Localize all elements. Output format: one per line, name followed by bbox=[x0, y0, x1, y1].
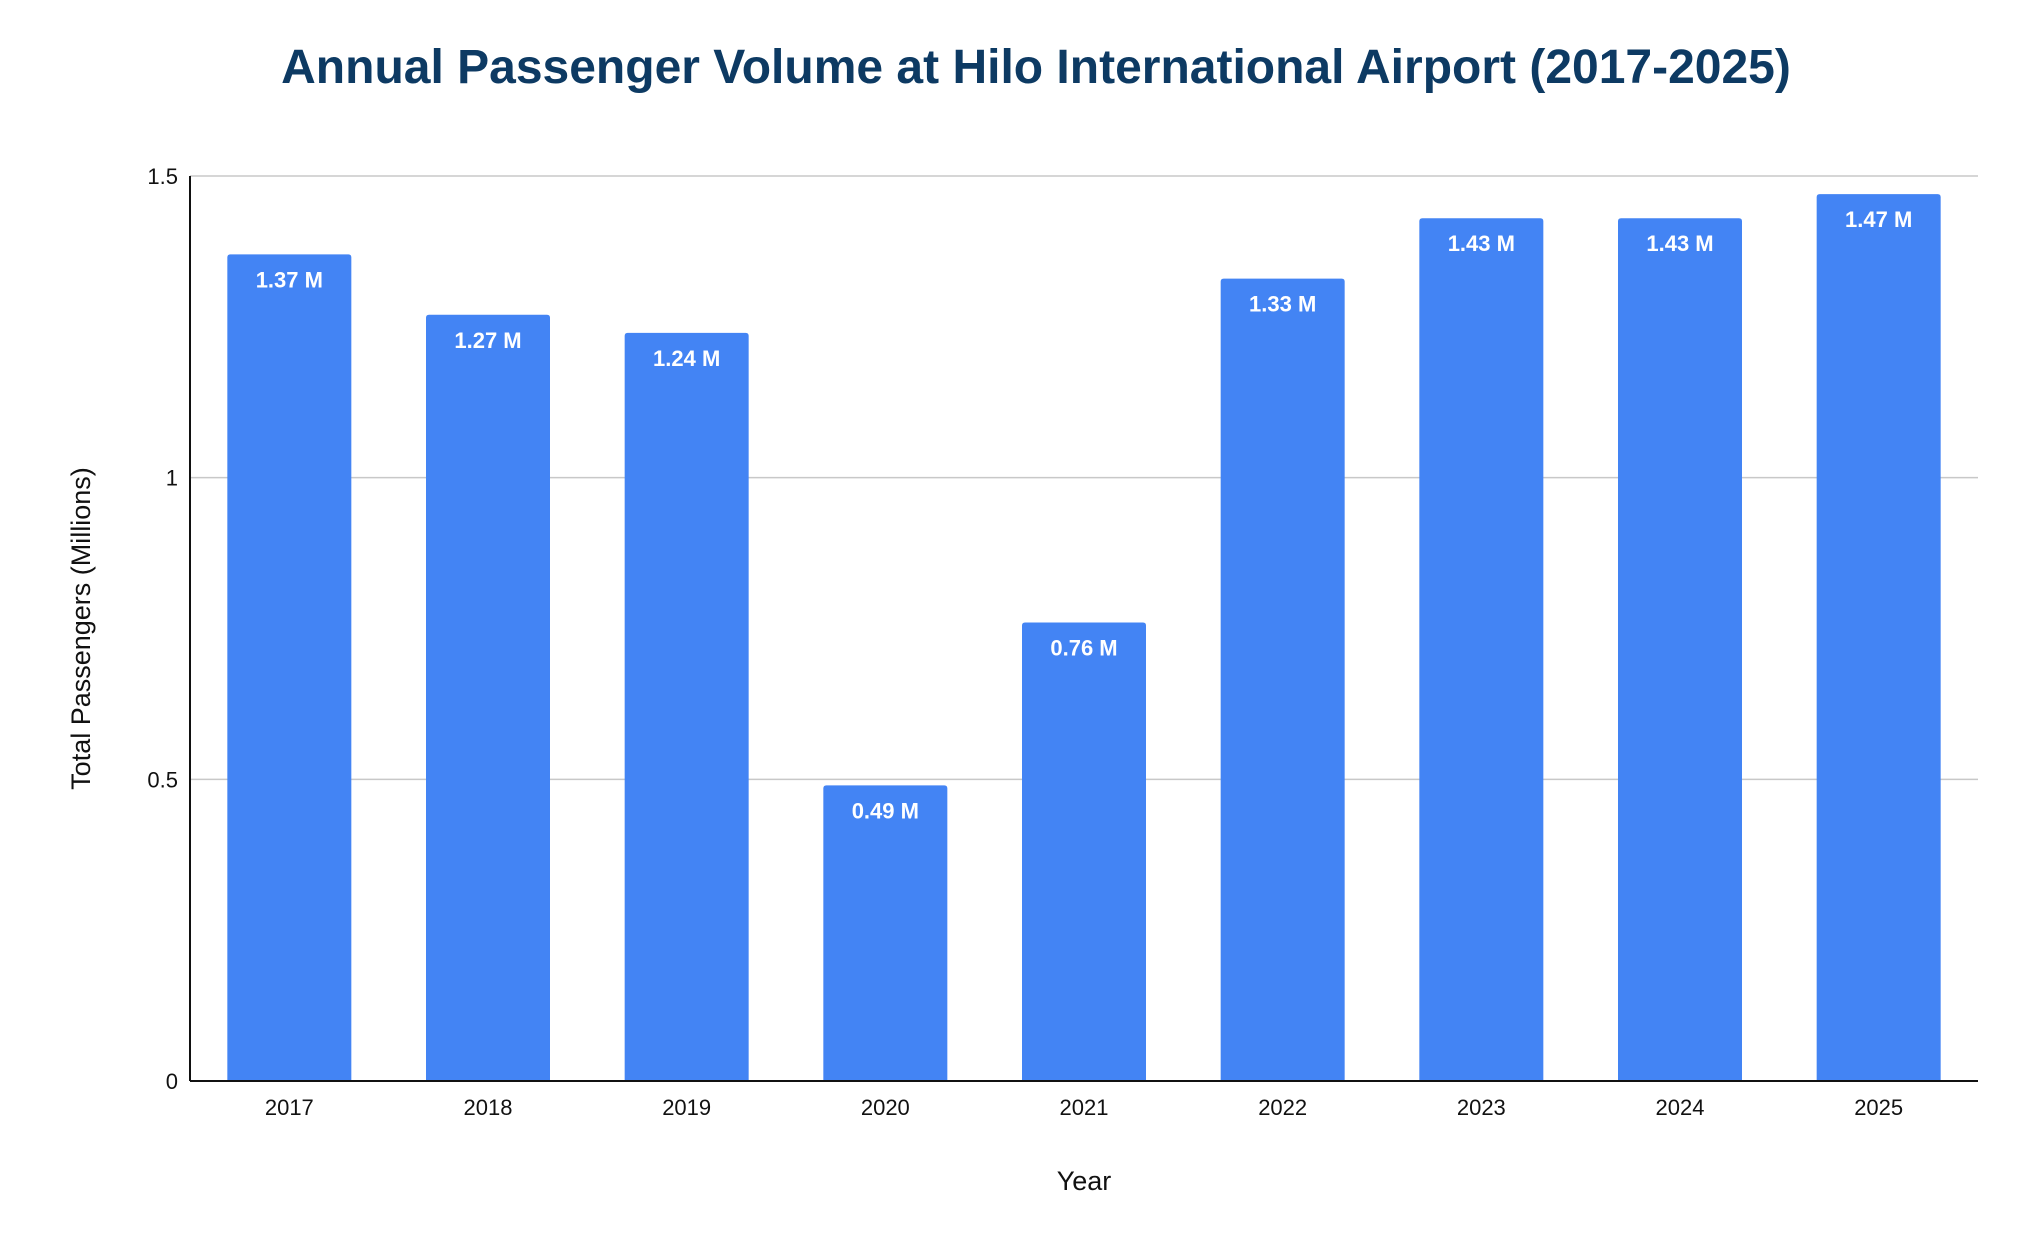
x-tick-label: 2024 bbox=[1656, 1095, 1705, 1120]
tick-labels: 0 0.5 1 1.5 2017 2018 2019 2020 2021 2022 2023 2024… bbox=[147, 164, 1903, 1120]
x-tick-label: 2022 bbox=[1258, 1095, 1307, 1120]
bar-2023 bbox=[1419, 218, 1544, 1081]
chart-title: Annual Passenger Volume at Hilo Internat… bbox=[281, 41, 1791, 94]
y-tick-label: 0.5 bbox=[147, 767, 178, 792]
bar-2025 bbox=[1816, 194, 1941, 1082]
x-tick-label: 2023 bbox=[1457, 1095, 1506, 1120]
bar-2021 bbox=[1022, 622, 1146, 1081]
data-label: 1.37 M bbox=[256, 267, 323, 292]
data-label: 1.27 M bbox=[454, 328, 521, 353]
bar-2018 bbox=[426, 314, 550, 1081]
x-tick-label: 2019 bbox=[662, 1095, 711, 1120]
data-label: 0.76 M bbox=[1050, 635, 1117, 660]
bar-2017 bbox=[227, 254, 352, 1081]
data-label: 1.43 M bbox=[1646, 231, 1713, 256]
y-tick-label: 0 bbox=[166, 1069, 178, 1094]
data-label: 1.43 M bbox=[1448, 231, 1515, 256]
x-tick-label: 2025 bbox=[1854, 1095, 1903, 1120]
x-tick-label: 2020 bbox=[861, 1095, 910, 1120]
y-tick-label: 1.5 bbox=[147, 164, 178, 189]
bar-2022 bbox=[1220, 278, 1345, 1082]
x-tick-label: 2017 bbox=[265, 1095, 314, 1120]
bars: 1.37 M 1.27 M 1.24 M 0.49 M 0.76 M 1.33 M 1.43… bbox=[227, 194, 1941, 1082]
y-tick-label: 1 bbox=[166, 466, 178, 491]
x-axis-title: Year bbox=[1057, 1166, 1112, 1196]
x-tick-label: 2021 bbox=[1060, 1095, 1109, 1120]
y-axis-title: Total Passengers (Millions) bbox=[66, 467, 96, 790]
data-label: 1.47 M bbox=[1845, 207, 1912, 232]
data-label: 1.33 M bbox=[1249, 292, 1316, 317]
bar-2024 bbox=[1618, 218, 1742, 1081]
axes bbox=[189, 176, 1978, 1082]
data-label: 0.49 M bbox=[852, 798, 919, 823]
data-label: 1.24 M bbox=[653, 346, 720, 371]
bar-2020 bbox=[823, 785, 948, 1081]
bar-2019 bbox=[624, 332, 749, 1081]
x-tick-label: 2018 bbox=[464, 1095, 513, 1120]
